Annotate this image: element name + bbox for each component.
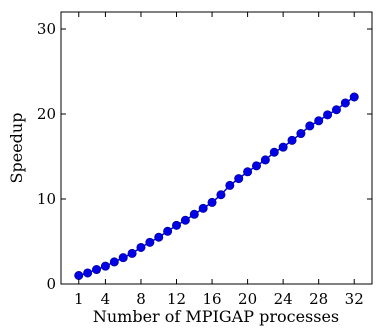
speedup-point xyxy=(75,271,83,279)
speedup-point xyxy=(341,99,349,107)
speedup-point xyxy=(297,129,305,137)
speedup-point xyxy=(199,204,207,212)
speedup-point xyxy=(163,227,171,235)
speedup-point xyxy=(190,210,198,218)
y-tick-label: 30 xyxy=(37,20,56,38)
axis-frame xyxy=(61,12,372,284)
y-tick-label: 10 xyxy=(37,190,56,208)
speedup-point xyxy=(270,148,278,156)
y-axis-label: Speedup xyxy=(7,113,26,184)
speedup-point xyxy=(146,238,154,246)
x-tick-label: 12 xyxy=(167,290,186,308)
y-axis-ticks: 0 10 20 30 xyxy=(37,20,372,293)
x-tick-label: 4 xyxy=(101,290,111,308)
speedup-point xyxy=(101,262,109,270)
speedup-point xyxy=(323,111,331,119)
x-tick-label: 32 xyxy=(345,290,364,308)
x-tick-label: 24 xyxy=(274,290,293,308)
speedup-point xyxy=(279,143,287,151)
x-tick-label: 28 xyxy=(309,290,328,308)
speedup-point xyxy=(332,106,340,114)
speedup-point xyxy=(217,191,225,199)
speedup-point xyxy=(137,243,145,251)
speedup-point xyxy=(226,181,234,189)
y-tick-label: 0 xyxy=(46,275,56,293)
speedup-point xyxy=(288,136,296,144)
x-tick-label: 1 xyxy=(74,290,84,308)
x-tick-label: 20 xyxy=(238,290,257,308)
speedup-point xyxy=(306,122,314,130)
speedup-point xyxy=(181,216,189,224)
x-tick-label: 8 xyxy=(136,290,146,308)
speedup-point xyxy=(83,269,91,277)
speedup-point xyxy=(110,258,118,266)
speedup-point xyxy=(119,253,127,261)
y-tick-label: 20 xyxy=(37,105,56,123)
plot-area xyxy=(75,93,359,280)
speedup-point xyxy=(92,265,100,273)
speedup-point xyxy=(243,168,251,176)
speedup-point xyxy=(128,249,136,257)
speedup-point xyxy=(155,233,163,241)
speedup-point xyxy=(314,117,322,125)
x-axis-label: Number of MPIGAP processes xyxy=(93,307,339,326)
speedup-point xyxy=(350,93,358,101)
speedup-point xyxy=(208,198,216,206)
x-tick-label: 16 xyxy=(203,290,222,308)
speedup-point xyxy=(261,156,269,164)
speedup-point xyxy=(172,221,180,229)
speedup-point xyxy=(235,174,243,182)
speedup-point xyxy=(252,162,260,170)
